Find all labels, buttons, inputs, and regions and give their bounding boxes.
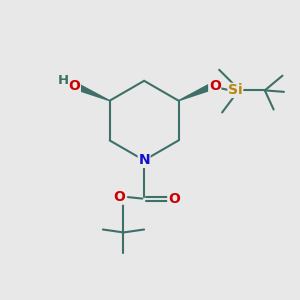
Text: Si: Si [228, 83, 243, 98]
Text: O: O [209, 79, 221, 93]
Text: N: N [138, 153, 150, 167]
Text: O: O [168, 192, 180, 206]
Polygon shape [178, 85, 211, 101]
Text: O: O [68, 79, 80, 93]
Text: O: O [113, 190, 125, 204]
Text: H: H [58, 74, 69, 88]
Polygon shape [78, 85, 110, 101]
